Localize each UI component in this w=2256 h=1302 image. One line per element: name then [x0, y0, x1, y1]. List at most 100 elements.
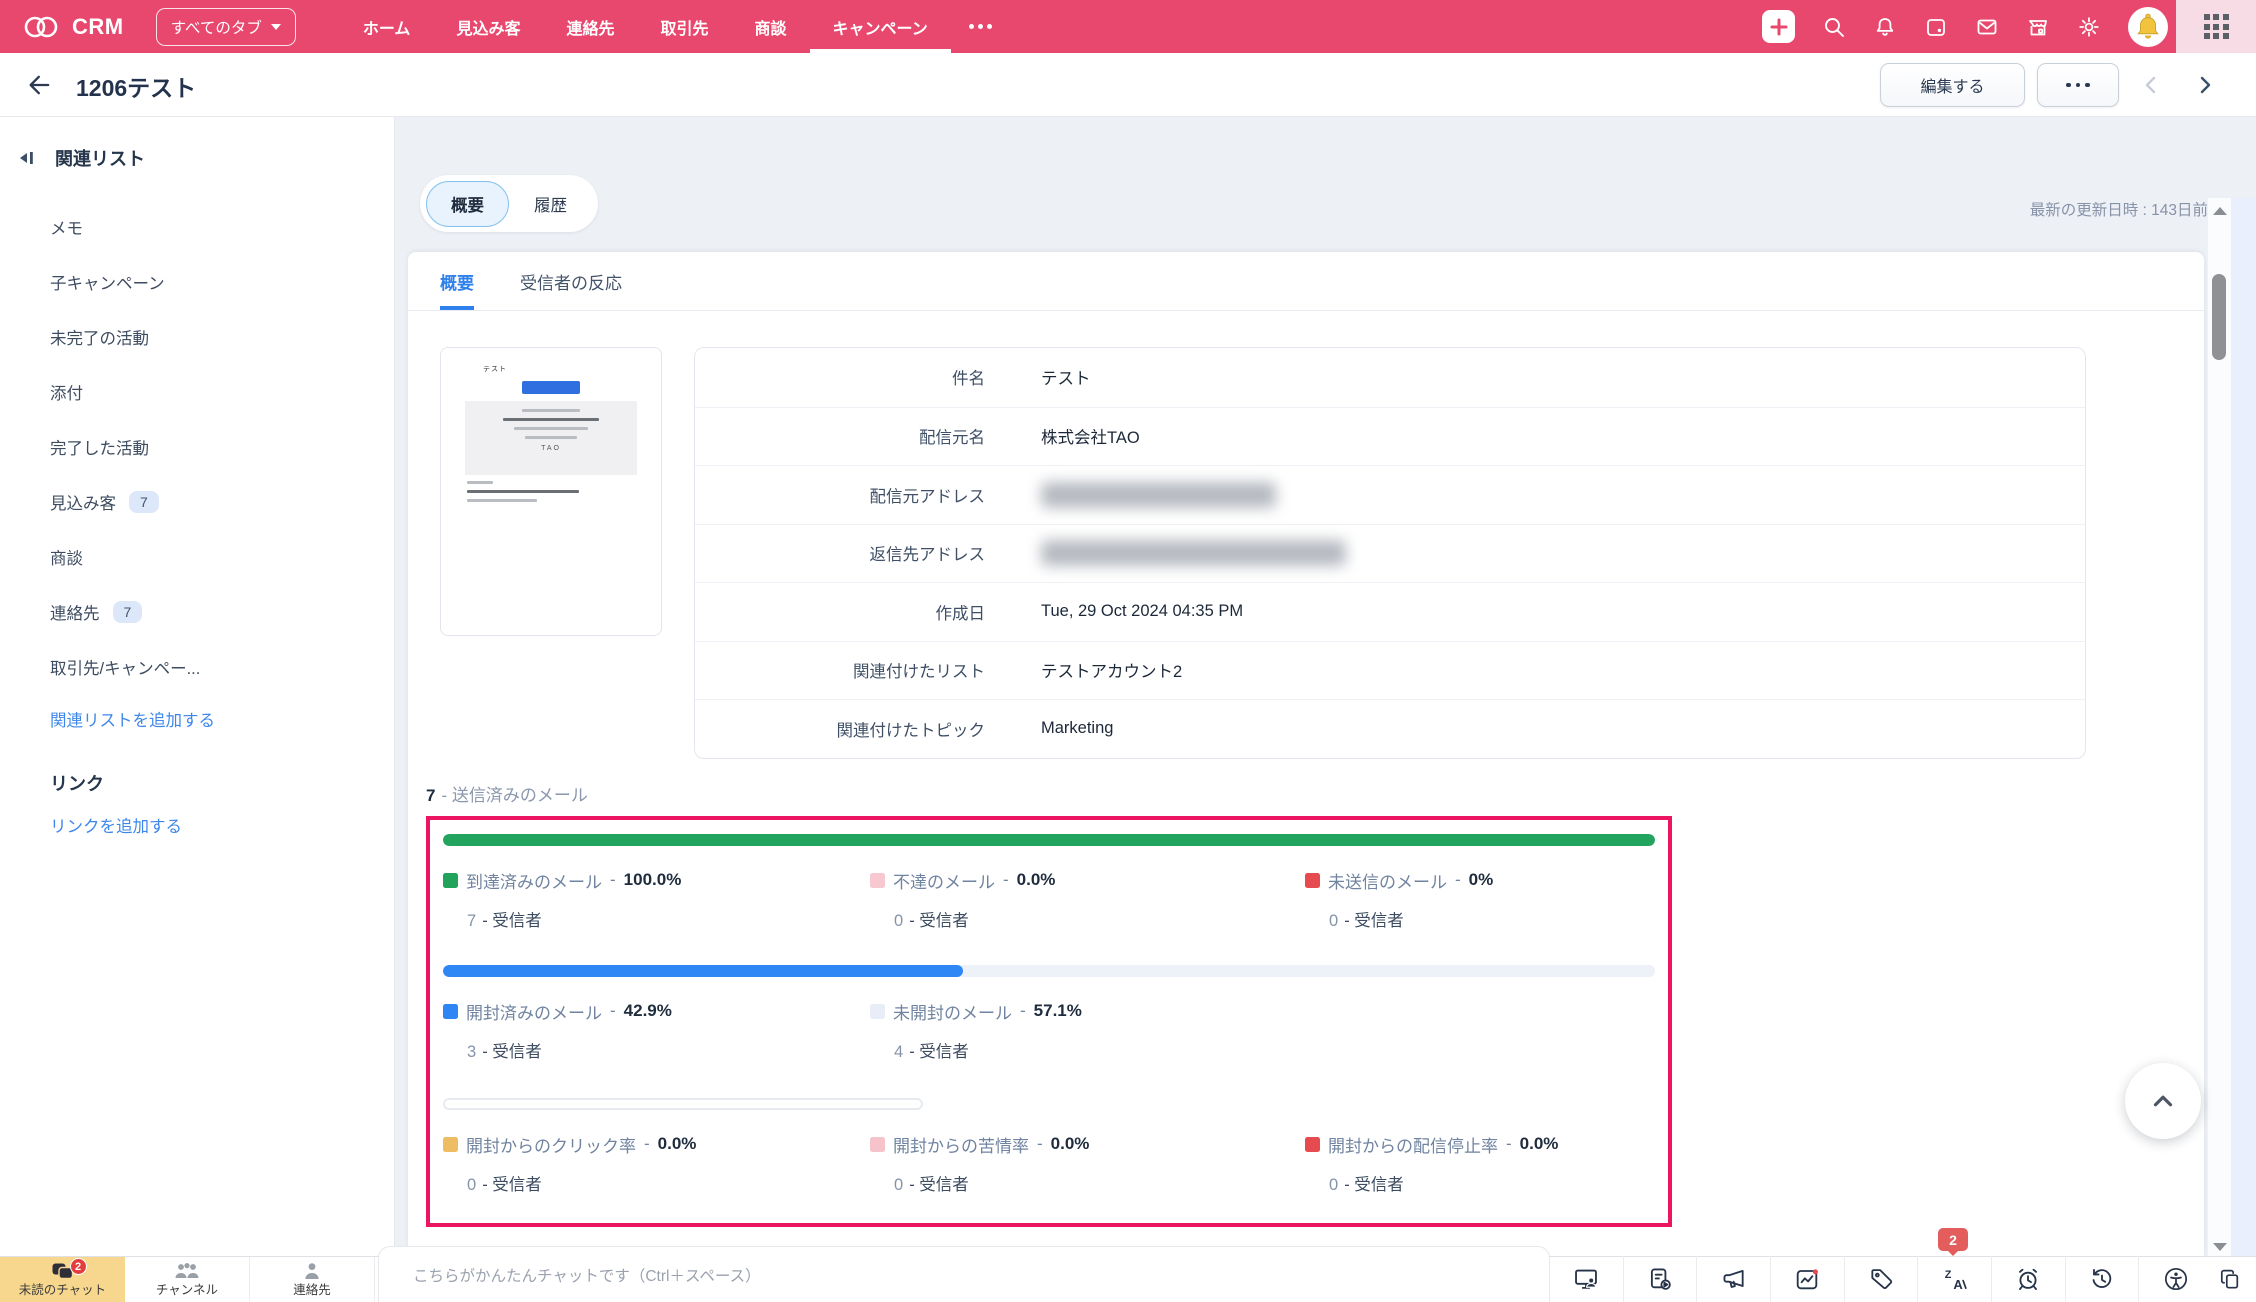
announcement-megaphone-icon[interactable]	[1696, 1256, 1770, 1302]
tab-overview[interactable]: 概要	[440, 252, 474, 310]
copy-icon[interactable]	[2214, 1263, 2246, 1295]
view-tab-timeline[interactable]: 履歴	[534, 196, 567, 215]
settings-gear-icon[interactable]	[2077, 15, 2101, 39]
email-preview-button	[522, 381, 580, 394]
view-toggle: 概要 履歴	[420, 175, 598, 232]
legend-swatch	[443, 1003, 458, 1019]
email-preview-thumbnail[interactable]: テスト TAO	[440, 347, 662, 636]
email-preview-footer	[467, 481, 661, 502]
marketplace-store-icon[interactable]	[2026, 15, 2050, 39]
stat-delivered: 到達済みのメール -100.0% 7- 受信者	[443, 868, 870, 931]
chat-contacts-tab[interactable]: 連絡先	[250, 1257, 375, 1302]
delivered-progress-bar	[443, 833, 1655, 846]
scroll-up-arrow-icon[interactable]	[2213, 207, 2227, 215]
scroll-down-arrow-icon[interactable]	[2213, 1243, 2227, 1251]
notification-count-bubble: 2	[1938, 1228, 1968, 1256]
bell-avatar-image	[2137, 13, 2159, 39]
detail-row: 関連付けたリスト テストアカウント2	[695, 640, 2085, 700]
edit-button[interactable]: 編集する	[1880, 63, 2025, 107]
people-group-icon	[174, 1262, 200, 1282]
stat-unopened: 未開封のメール -57.1% 4- 受信者	[870, 999, 1305, 1062]
unread-chats-tab[interactable]: 2 未読のチャット	[0, 1257, 125, 1302]
stat-bounced: 不達のメール -0.0% 0- 受信者	[870, 868, 1305, 931]
script-play-icon[interactable]	[1622, 1256, 1697, 1302]
sidebar-item-deals[interactable]: 商談	[50, 549, 83, 568]
record-more-button[interactable]	[2037, 63, 2119, 107]
channels-tab[interactable]: チャンネル	[125, 1257, 250, 1302]
email-stats-highlight-box: 到達済みのメール -100.0% 7- 受信者 不達のメール -0.0% 0- 受信…	[426, 815, 1672, 1227]
tab-accounts[interactable]: 取引先	[660, 20, 709, 38]
collapse-panel-icon[interactable]	[16, 146, 40, 170]
detail-row: 関連付けたトピック Marketing	[695, 699, 2085, 758]
campaign-details-panel: 件名 テスト 配信元名 株式会社TAO 配信元アドレス 返信先アドレス 作成日	[694, 347, 2086, 759]
last-updated-text: 最新の更新日時 : 143日前	[2029, 202, 2208, 219]
accessibility-icon[interactable]	[2138, 1256, 2212, 1302]
redacted-value	[1041, 481, 1276, 508]
opened-progress-bar	[443, 964, 1655, 977]
sidebar-item-accounts-campaigns[interactable]: 取引先/キャンペー...	[50, 659, 201, 678]
quick-create-button[interactable]	[1762, 10, 1795, 43]
notifications-bell-icon[interactable]	[1873, 15, 1897, 39]
sidebar-item-notes[interactable]: メモ	[50, 219, 83, 238]
navbar-actions	[1762, 0, 2168, 53]
module-tabs: ホーム 見込み客 連絡先 取引先 商談 キャンペーン	[340, 0, 1010, 53]
alarm-clock-icon[interactable]	[1991, 1256, 2065, 1302]
search-icon[interactable]	[1822, 15, 1846, 39]
record-header: 1206テスト 編集する	[0, 53, 2256, 117]
history-icon[interactable]	[2064, 1256, 2139, 1302]
tab-home[interactable]: ホーム	[362, 20, 411, 38]
next-record-chevron-icon[interactable]	[2192, 73, 2216, 97]
more-tabs-button[interactable]	[951, 0, 1010, 53]
count-badge: 7	[129, 490, 159, 513]
sidebar-item-attachments[interactable]: 添付	[50, 384, 83, 403]
scrollbar-thumb[interactable]	[2212, 274, 2226, 360]
svg-text:A: A	[1953, 1277, 1963, 1292]
sidebar-item-contacts[interactable]: 連絡先 7	[0, 584, 394, 639]
stat-unsubscribe-rate: 開封からの配信停止率 -0.0% 0- 受信者	[1305, 1132, 1655, 1195]
remote-session-icon[interactable]	[1550, 1256, 1623, 1302]
scroll-to-top-button[interactable]	[2125, 1063, 2201, 1139]
mail-icon[interactable]	[1975, 15, 1999, 39]
sent-emails-heading: 7- 送信済みのメール	[426, 785, 588, 805]
detail-row: 作成日 Tue, 29 Oct 2024 04:35 PM	[695, 582, 2085, 641]
view-tab-overview[interactable]: 概要	[426, 180, 509, 227]
redacted-value	[1041, 540, 1346, 567]
sidebar-item-open-activities[interactable]: 未完了の活動	[50, 329, 149, 348]
tab-contacts[interactable]: 連絡先	[566, 20, 615, 38]
tab-recipient-response[interactable]: 受信者の反応	[520, 273, 622, 293]
add-related-list-link[interactable]: 関連リストを追加する	[50, 712, 215, 730]
quick-chat-input[interactable]: こちらがかんたんチャットです（Ctrl＋スペース）	[378, 1246, 1550, 1302]
back-arrow-icon[interactable]	[26, 71, 54, 99]
sidebar-item-child-campaigns[interactable]: 子キャンペーン	[50, 274, 165, 293]
tab-leads[interactable]: 見込み客	[456, 20, 521, 38]
sidebar-item-leads[interactable]: 見込み客 7	[0, 474, 394, 529]
tab-campaigns[interactable]: キャンペーン	[809, 0, 951, 53]
sidebar-item-closed-activities[interactable]: 完了した活動	[50, 439, 149, 458]
stat-opened: 開封済みのメール -42.9% 3- 受信者	[443, 999, 870, 1062]
chat-placeholder: こちらがかんたんチャットです（Ctrl＋スペース）	[413, 1267, 761, 1285]
links-section-title: リンク	[50, 774, 104, 794]
add-link-link[interactable]: リンクを追加する	[50, 818, 182, 836]
previous-record-chevron-icon[interactable]	[2140, 73, 2164, 97]
detail-tabs: 概要 受信者の反応	[408, 252, 2204, 311]
legend-swatch	[870, 1003, 885, 1019]
vertical-scrollbar[interactable]	[2207, 198, 2231, 1256]
brand[interactable]: CRM	[24, 14, 124, 40]
all-tabs-dropdown[interactable]: すべてのタブ	[155, 7, 296, 46]
stat-unsent: 未送信のメール -0% 0- 受信者	[1305, 868, 1655, 931]
app-name: CRM	[72, 13, 124, 39]
user-avatar[interactable]	[2128, 6, 2168, 47]
zoho-logo-icon	[24, 14, 62, 40]
tag-icon[interactable]	[1843, 1256, 1918, 1302]
apps-grid-icon	[2203, 14, 2229, 39]
detail-row: 配信元アドレス	[695, 465, 2085, 524]
legend-swatch	[870, 872, 885, 888]
apps-grid-button[interactable]	[2176, 0, 2256, 53]
related-list-items: メモ 子キャンペーン 未完了の活動 添付 完了した活動 見込み客 7 商談 連絡先…	[0, 199, 394, 744]
tab-deals[interactable]: 商談	[754, 20, 787, 38]
activity-chart-icon[interactable]	[1770, 1256, 1844, 1302]
calendar-icon[interactable]	[1924, 15, 1948, 39]
legend-swatch	[1305, 1136, 1320, 1152]
